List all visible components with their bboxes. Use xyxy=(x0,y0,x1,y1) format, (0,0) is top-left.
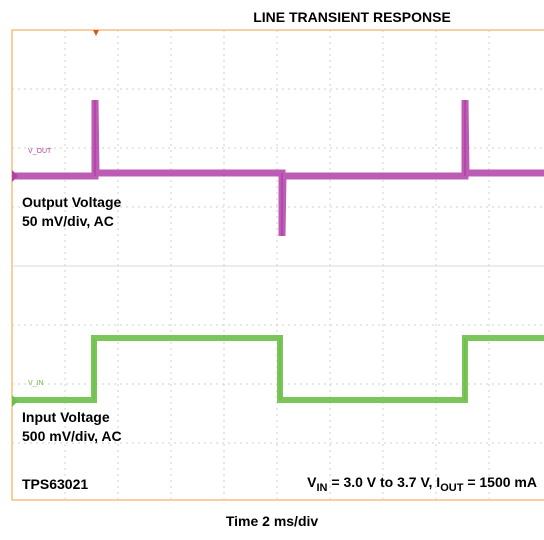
scope-screen: V_OUT V_IN Output Voltage 50 mV/div, AC … xyxy=(11,29,544,501)
conditions-part: = 1500 mA xyxy=(463,474,537,490)
conditions-part: V xyxy=(307,474,317,490)
ch1-name: Output Voltage xyxy=(22,194,121,210)
x-axis-label: Time 2 ms/div xyxy=(226,513,319,529)
conditions: VIN = 3.0 V to 3.7 V, IOUT = 1500 mA xyxy=(307,474,537,494)
chart-title: LINE TRANSIENT RESPONSE xyxy=(253,9,451,25)
ch1-scale: 50 mV/div, AC xyxy=(22,213,114,229)
ch2-marker xyxy=(12,395,18,407)
trigger-marker xyxy=(93,30,99,36)
device-label: TPS63021 xyxy=(22,476,88,492)
ch2-tag: V_IN xyxy=(28,380,44,387)
ch1-marker xyxy=(12,170,18,182)
ch1-tag: V_OUT xyxy=(28,148,52,155)
input-edges xyxy=(93,338,466,400)
ch2-scale: 500 mV/div, AC xyxy=(22,428,122,444)
input-trace xyxy=(12,335,544,403)
conditions-subscript: IN xyxy=(316,482,327,494)
output-spikes xyxy=(94,100,466,236)
conditions-part: = 3.0 V to 3.7 V, I xyxy=(327,474,440,490)
screen-frame xyxy=(11,29,544,501)
conditions-subscript: OUT xyxy=(440,482,464,494)
ch2-name: Input Voltage xyxy=(22,409,110,425)
grid xyxy=(12,30,544,500)
